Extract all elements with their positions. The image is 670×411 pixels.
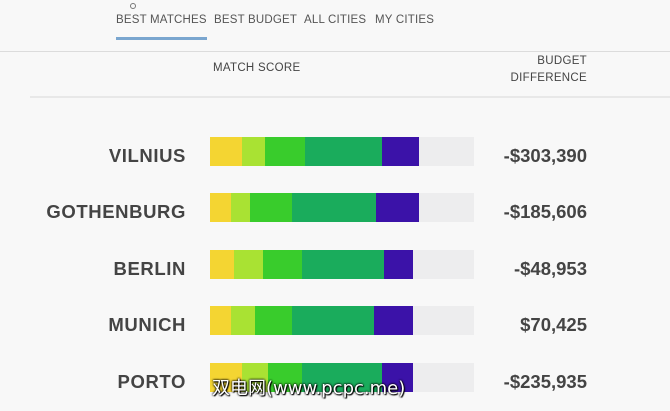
budget-difference-header: BUDGET DIFFERENCE (488, 53, 587, 87)
score-segment-teal (302, 250, 385, 279)
score-segment-indigo (381, 363, 414, 392)
city-row-berlin[interactable]: BERLIN -$48,953 (0, 250, 670, 290)
score-segment-green (268, 363, 303, 392)
budget-difference-value: -$48,953 (513, 258, 587, 279)
score-segment-teal (305, 137, 382, 166)
score-segment-yellow (210, 363, 242, 392)
score-segment-yellow (210, 250, 234, 279)
score-segment-teal (291, 306, 374, 335)
header-divider (30, 96, 670, 98)
city-name: VILNIUS (108, 145, 186, 166)
watermark: 双电网(www.pcpc.me) (212, 378, 406, 399)
match-score-bar (210, 250, 474, 279)
tab-my-cities[interactable]: MY CITIES (375, 14, 435, 26)
match-score-bar (210, 363, 474, 392)
tab-all-cities[interactable]: ALL CITIES (304, 14, 367, 26)
city-row-porto[interactable]: PORTO -$235,935 (0, 363, 670, 403)
match-score-bar (210, 193, 474, 222)
budget-difference-value: -$185,606 (503, 201, 587, 222)
loading-indicator-icon (130, 3, 136, 9)
city-name: MUNICH (108, 314, 186, 335)
budget-difference-value: -$303,390 (503, 145, 587, 166)
budget-header-line1: BUDGET (537, 55, 587, 67)
score-segment-indigo (376, 193, 419, 222)
score-segment-green (249, 193, 292, 222)
city-name: PORTO (117, 371, 186, 392)
score-segment-lime (233, 250, 263, 279)
budget-difference-value: $70,425 (520, 314, 587, 335)
city-name: GOTHENBURG (46, 201, 186, 222)
city-row-gothenburg[interactable]: GOTHENBURG -$185,606 (0, 193, 670, 233)
score-segment-yellow (210, 137, 242, 166)
budget-difference-value: -$235,935 (503, 371, 587, 392)
score-segment-teal (302, 363, 382, 392)
tab-best-matches[interactable]: BEST MATCHES (116, 14, 207, 40)
score-segment-green (265, 137, 306, 166)
score-segment-indigo (373, 306, 414, 335)
city-name: BERLIN (113, 258, 186, 279)
score-segment-yellow (210, 306, 232, 335)
score-segment-lime (241, 363, 269, 392)
score-segment-lime (241, 137, 266, 166)
score-segment-yellow (210, 193, 232, 222)
score-segment-teal (291, 193, 377, 222)
tab-best-budget[interactable]: BEST BUDGET (214, 14, 298, 26)
score-segment-lime (231, 306, 255, 335)
score-segment-green (254, 306, 292, 335)
match-score-bar (210, 137, 474, 166)
score-segment-green (262, 250, 303, 279)
score-segment-indigo (384, 250, 414, 279)
city-row-vilnius[interactable]: VILNIUS -$303,390 (0, 137, 670, 177)
city-row-munich[interactable]: MUNICH $70,425 (0, 306, 670, 346)
tab-bar: BEST MATCHES BEST BUDGET ALL CITIES MY C… (0, 0, 670, 52)
match-score-header: MATCH SCORE (213, 62, 301, 74)
score-segment-lime (231, 193, 250, 222)
score-segment-indigo (381, 137, 419, 166)
budget-header-line2: DIFFERENCE (510, 72, 587, 84)
match-score-bar (210, 306, 474, 335)
